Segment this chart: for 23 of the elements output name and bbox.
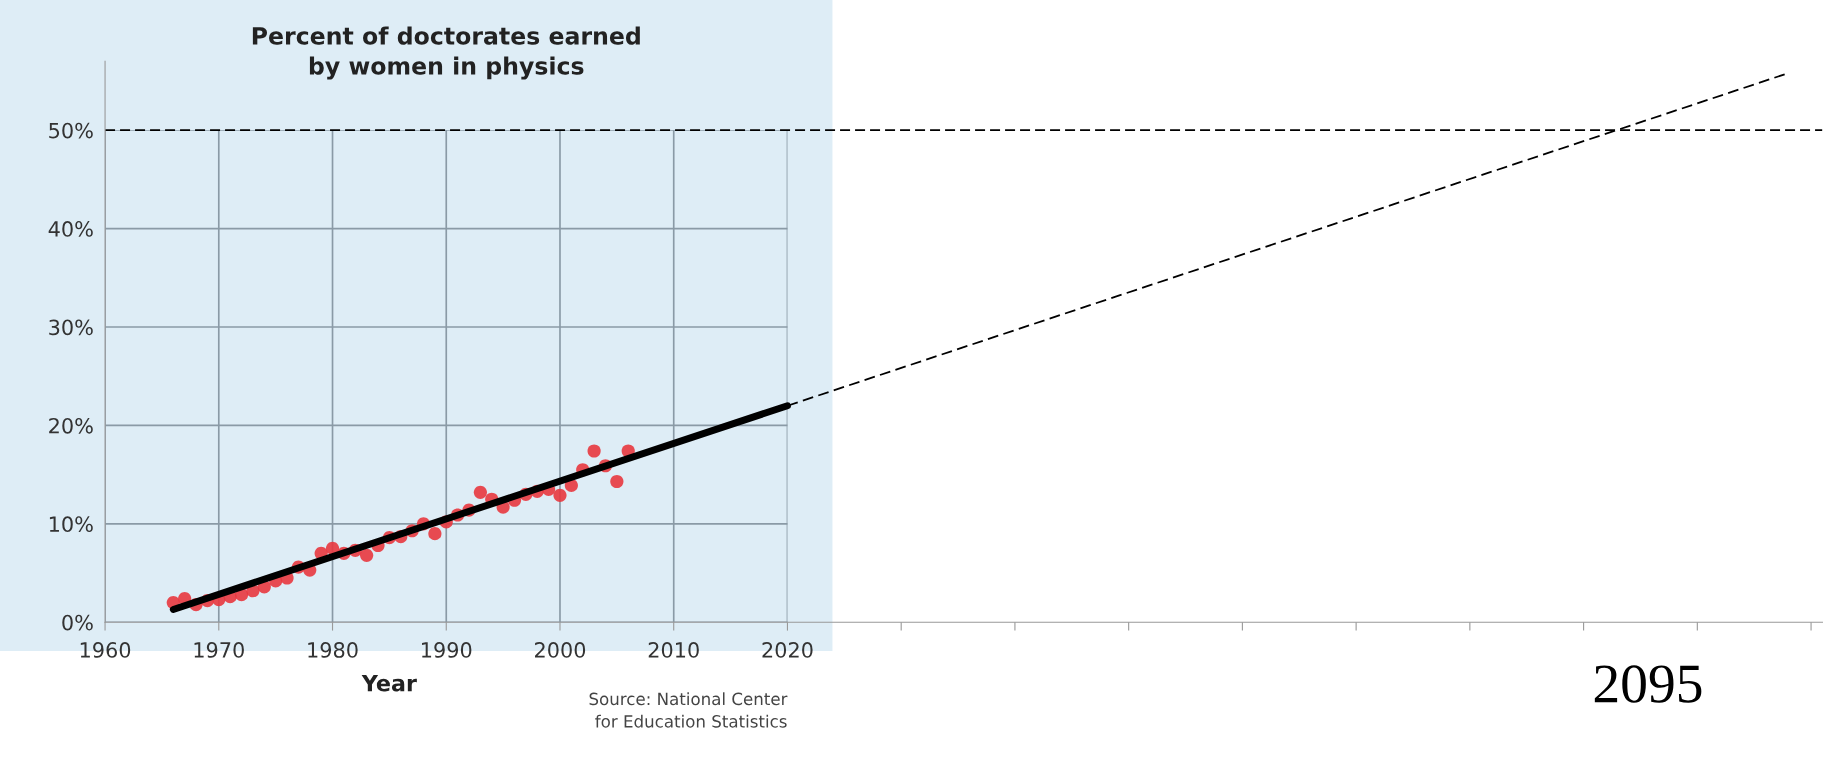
y-tick-label: 40% — [48, 221, 93, 237]
x-tick-label: 2020 — [762, 642, 813, 658]
x-tick-label: 1970 — [194, 642, 244, 658]
point — [587, 444, 601, 458]
x-axis-title: Year — [361, 675, 417, 692]
y-tick-label: 20% — [49, 417, 93, 434]
x-tick-label: 2010 — [648, 642, 699, 658]
y-tick-label: 0% — [62, 614, 93, 631]
point — [473, 485, 487, 499]
point — [610, 474, 624, 489]
source-note: Source: National Center for Education Statistics — [589, 692, 788, 728]
y-tick-label: 30% — [49, 319, 93, 336]
y-tick-label: 50% — [49, 122, 93, 139]
text: 2095 — [1594, 665, 1702, 703]
x-tick-label: 1980 — [308, 642, 358, 658]
point — [553, 488, 567, 502]
y-tick-label: 10% — [49, 516, 93, 533]
chart-title: Percent of doctorates earned by women in physics — [252, 26, 640, 80]
x-tick-label: 1960 — [80, 642, 131, 658]
x-tick-label: 1990 — [422, 642, 472, 658]
point — [428, 527, 442, 541]
x-tick-label: 2000 — [535, 642, 586, 658]
point — [360, 548, 374, 562]
